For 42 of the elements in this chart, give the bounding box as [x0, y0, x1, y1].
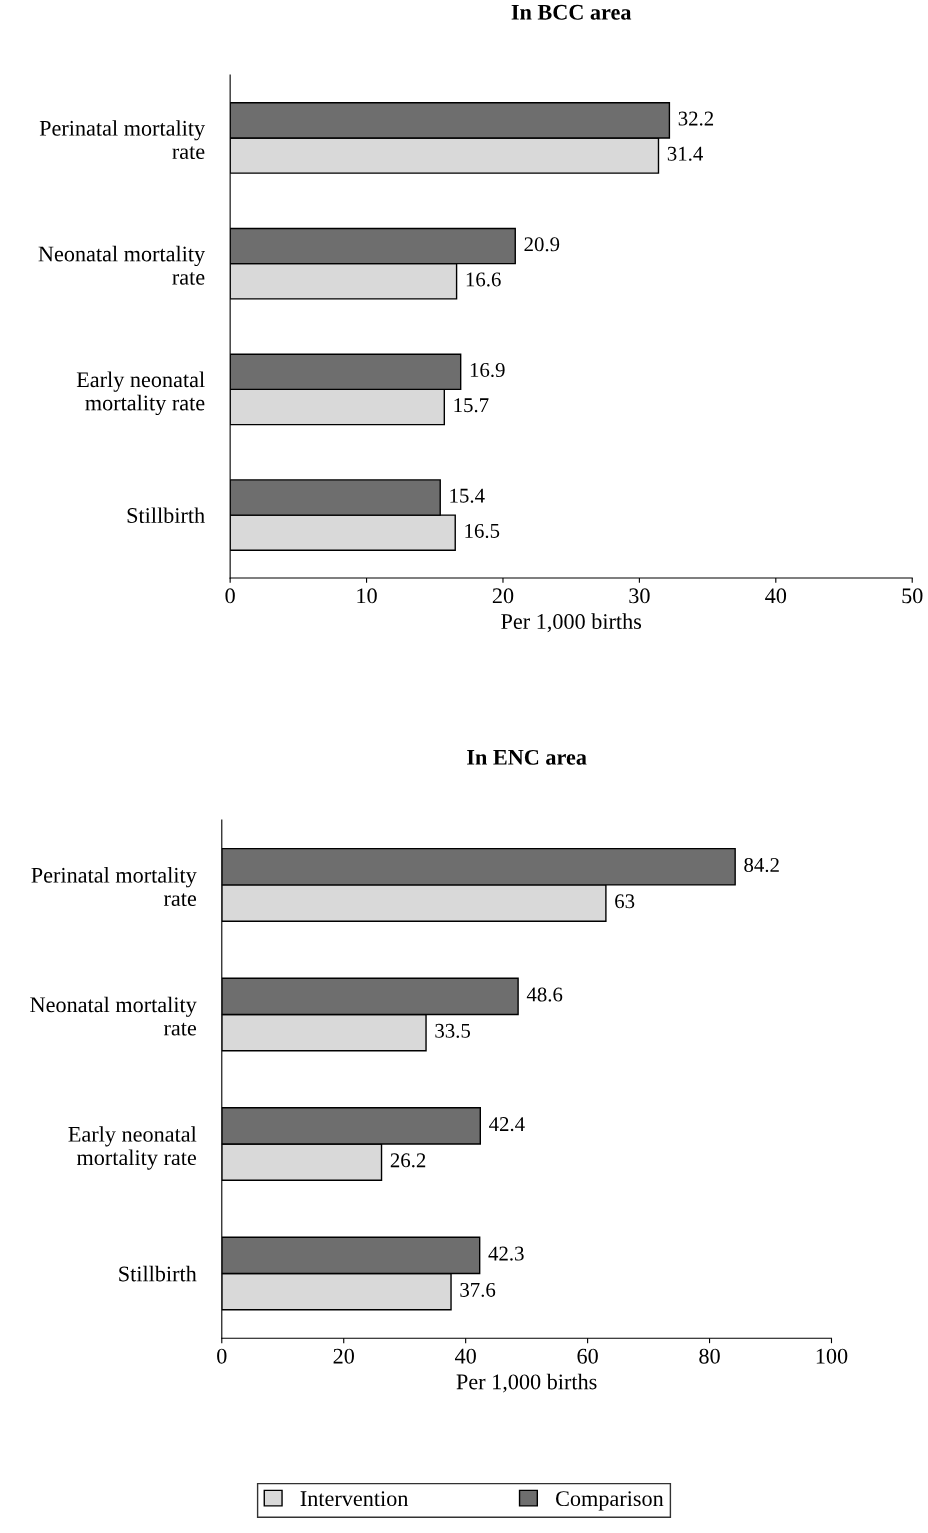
y-tick-label: Perinatal mortality rate	[31, 867, 197, 907]
data-label: 48.6	[526, 987, 563, 1002]
x-tick-label: 20	[333, 1348, 354, 1364]
chart-title: In ENC area	[467, 749, 587, 765]
y-tick-label: Neonatal mortality rate	[30, 996, 197, 1036]
x-tick-label: 20	[492, 588, 514, 604]
data-label: 84.2	[744, 857, 779, 873]
x-tick-label: 60	[577, 1348, 598, 1364]
x-axis-title: Per 1,000 births	[501, 613, 642, 633]
x-tick-label: 30	[629, 588, 650, 604]
data-label: 33.5	[435, 1023, 471, 1038]
legend-label: Comparison	[556, 1491, 664, 1511]
data-label: 42.4	[489, 1117, 525, 1132]
data-label: 20.9	[524, 237, 560, 252]
legend-label: Intervention	[300, 1491, 409, 1507]
y-tick-label: Neonatal mortality rate	[38, 245, 206, 285]
y-tick-label: Stillbirth	[127, 507, 205, 524]
data-label: 15.7	[454, 398, 489, 413]
data-label: 26.2	[390, 1153, 426, 1168]
x-tick-label: 0	[225, 588, 235, 604]
data-label: 63	[615, 894, 635, 909]
data-label: 15.4	[450, 488, 485, 503]
data-label: 16.6	[466, 272, 501, 287]
chart-title: In BCC area	[511, 4, 632, 20]
data-label: 16.9	[470, 363, 505, 378]
x-tick-label: 0	[217, 1348, 227, 1364]
y-tick-label: Early neonatal mortality rate	[68, 1126, 197, 1170]
x-tick-label: 10	[357, 588, 377, 604]
y-tick-label: Perinatal mortality rate	[39, 120, 206, 160]
y-tick-label: Stillbirth	[119, 1265, 197, 1282]
y-tick-label: Early neonatal mortality rate	[76, 371, 205, 416]
data-label: 37.6	[460, 1282, 496, 1297]
data-label: 16.5	[465, 523, 500, 538]
x-tick-label: 40	[454, 1348, 476, 1364]
data-label: 31.4	[667, 146, 703, 161]
x-tick-label: 80	[699, 1348, 720, 1364]
x-tick-label: 50	[902, 588, 923, 604]
data-label: 32.2	[678, 111, 714, 126]
x-tick-label: 40	[765, 588, 787, 604]
x-tick-label: 100	[816, 1348, 848, 1364]
x-axis-title: Per 1,000 births	[456, 1373, 597, 1393]
data-label: 42.3	[488, 1246, 524, 1261]
